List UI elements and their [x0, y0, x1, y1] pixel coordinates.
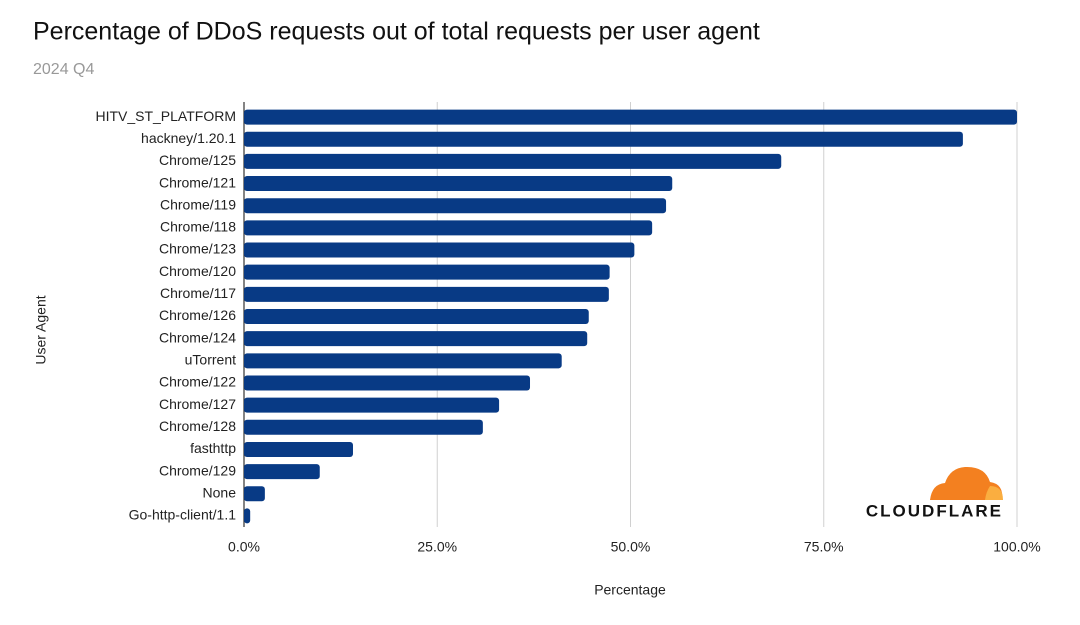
logo-cloud	[930, 466, 1003, 500]
chart-subtitle: 2024 Q4	[33, 61, 94, 78]
y-axis-label: User Agent	[33, 295, 49, 364]
y-tick-label: Chrome/121	[159, 174, 236, 190]
y-tick-label: Chrome/126	[159, 307, 236, 323]
y-tick-label: Chrome/125	[159, 152, 236, 168]
bar	[244, 486, 265, 502]
y-tick-label: Chrome/129	[159, 462, 236, 478]
x-tick-label: 25.0%	[417, 539, 457, 555]
y-tick-label: None	[203, 484, 237, 500]
bar	[244, 176, 673, 192]
bar	[244, 508, 251, 524]
x-tick-label: 75.0%	[804, 539, 844, 555]
bar	[244, 441, 353, 457]
bar	[244, 353, 562, 369]
y-tick-label: Go-http-client/1.1	[129, 507, 237, 523]
x-tick-label: 0.0%	[228, 539, 260, 555]
y-tick-label: Chrome/119	[160, 196, 236, 212]
y-tick-label: Chrome/123	[159, 241, 236, 257]
bar	[244, 220, 653, 236]
bar	[244, 331, 588, 347]
y-tick-label: HITV_ST_PLATFORM	[95, 108, 236, 124]
y-tick-label: Chrome/120	[159, 263, 236, 279]
bar	[244, 264, 610, 280]
x-tick-label: 50.0%	[611, 539, 651, 555]
y-tick-label: Chrome/124	[159, 329, 236, 345]
y-tick-label: uTorrent	[185, 352, 236, 368]
bar	[244, 198, 667, 214]
bar	[244, 109, 1017, 125]
brand-logo: CLOUDFLARE	[866, 466, 1003, 520]
bar	[244, 286, 609, 302]
chart-title: Percentage of DDoS requests out of total…	[33, 18, 760, 46]
bar	[244, 242, 635, 258]
bar	[244, 375, 531, 391]
x-tick-label: 100.0%	[993, 539, 1040, 555]
y-tick-label: Chrome/127	[159, 396, 236, 412]
x-axis-label: Percentage	[594, 582, 666, 598]
y-tick-label: Chrome/117	[160, 285, 236, 301]
bar	[244, 397, 500, 413]
bar	[244, 309, 589, 324]
y-tick-label: hackney/1.20.1	[141, 130, 236, 146]
bar	[244, 419, 483, 435]
logo-cloud-small	[985, 486, 1003, 500]
brand-text: CLOUDFLARE	[866, 501, 1003, 520]
y-tick-label: Chrome/128	[159, 418, 236, 434]
y-tick-label: Chrome/122	[159, 374, 236, 390]
bar	[244, 153, 782, 169]
bar	[244, 131, 963, 147]
y-tick-label: fasthttp	[190, 440, 236, 456]
y-tick-label: Chrome/118	[160, 219, 236, 235]
bar	[244, 464, 320, 480]
